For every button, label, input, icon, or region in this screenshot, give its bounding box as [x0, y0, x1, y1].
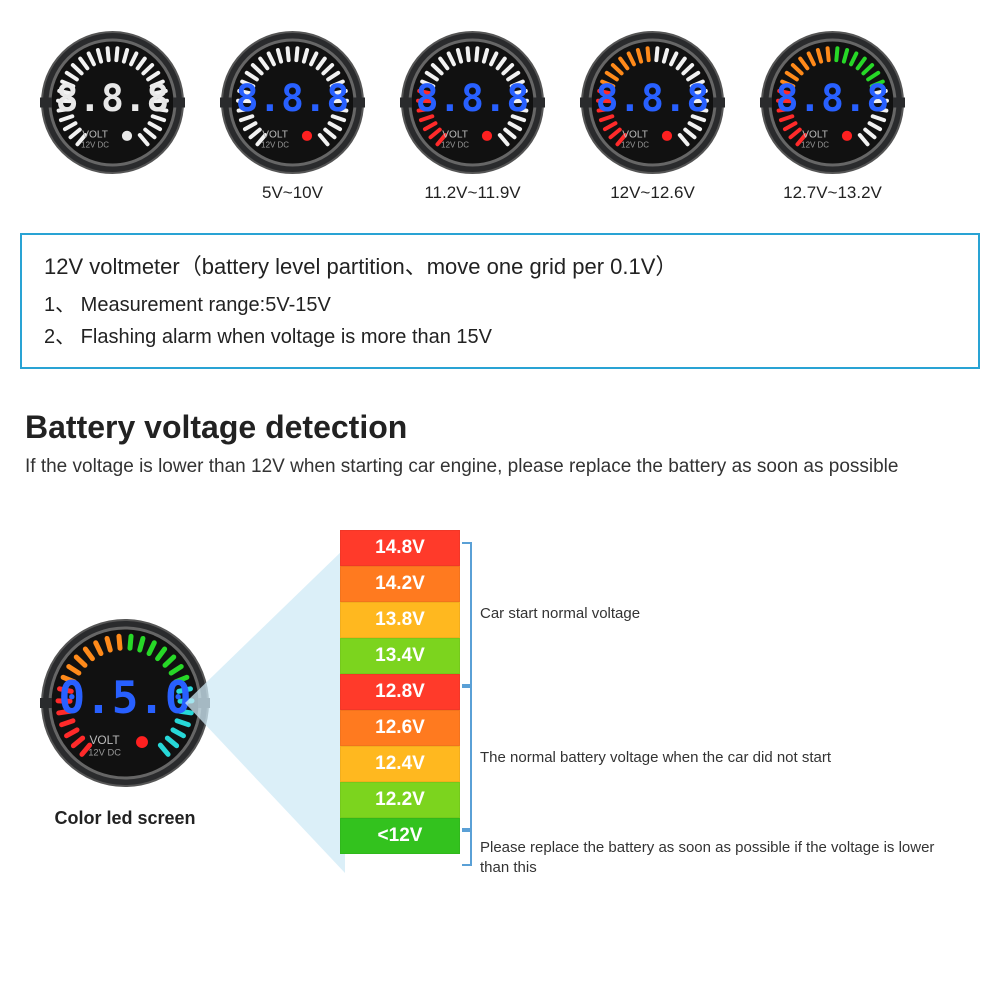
voltage-row: 12.6V	[340, 710, 460, 746]
svg-text:VOLT: VOLT	[802, 129, 828, 140]
gauge-icon: 8.8.8 VOLT12V DC	[580, 30, 725, 175]
bracket	[462, 686, 472, 830]
gauge-range-label: 12.7V~13.2V	[783, 183, 882, 203]
gauge-icon: 8.8.8 VOLT12V DC	[220, 30, 365, 175]
beam-graphic	[185, 548, 365, 888]
info-box: 12V voltmeter（battery level partition、mo…	[20, 233, 980, 369]
gauge-range-label: 11.2V~11.9V	[424, 183, 520, 203]
svg-text:12V DC: 12V DC	[261, 140, 289, 149]
gauge-range-label: 5V~10V	[262, 183, 323, 203]
svg-text:12V DC: 12V DC	[441, 140, 469, 149]
svg-text:12V DC: 12V DC	[81, 140, 109, 149]
svg-text:VOLT: VOLT	[442, 129, 468, 140]
voltage-row: 13.8V	[340, 602, 460, 638]
info-line-1: 1、 Measurement range:5V-15V	[44, 289, 956, 321]
voltage-row: 13.4V	[340, 638, 460, 674]
bottom-diagram: 0.5.0VOLT12V DC Color led screen 14.8V14…	[0, 518, 1000, 938]
voltage-row: 12.8V	[340, 674, 460, 710]
section-title: Battery voltage detection	[0, 399, 1000, 456]
gauge-item-4: 8.8.8 VOLT12V DC 12.7V~13.2V	[760, 30, 905, 203]
gauge-icon: 8.8.8 VOLT12V DC	[40, 30, 185, 175]
bracket	[462, 542, 472, 686]
gauge-item-2: 8.8.8 VOLT12V DC 11.2V~11.9V	[400, 30, 545, 203]
voltage-row: 12.4V	[340, 746, 460, 782]
svg-text:0.5.0: 0.5.0	[58, 673, 191, 724]
voltage-row: <12V	[340, 818, 460, 854]
svg-text:8.8.8: 8.8.8	[776, 76, 889, 120]
gauge-range-label: 12V~12.6V	[610, 183, 695, 203]
svg-text:8.8.8: 8.8.8	[596, 76, 709, 120]
svg-text:8.8.8: 8.8.8	[56, 76, 169, 120]
gauge-icon: 8.8.8 VOLT12V DC	[400, 30, 545, 175]
section-subtitle: If the voltage is lower than 12V when st…	[0, 456, 1000, 518]
gauge-icon: 8.8.8 VOLT12V DC	[760, 30, 905, 175]
info-line-2: 2、 Flashing alarm when voltage is more t…	[44, 321, 956, 353]
svg-text:12V DC: 12V DC	[88, 748, 121, 758]
voltage-row: 12.2V	[340, 782, 460, 818]
gauge-item-1: 8.8.8 VOLT12V DC 5V~10V	[220, 30, 365, 203]
svg-text:12V DC: 12V DC	[621, 140, 649, 149]
svg-text:8.8.8: 8.8.8	[236, 76, 349, 120]
svg-text:VOLT: VOLT	[90, 733, 120, 747]
voltage-group-label: The normal battery voltage when the car …	[480, 748, 950, 768]
info-title: 12V voltmeter（battery level partition、mo…	[44, 249, 956, 281]
svg-text:VOLT: VOLT	[622, 129, 648, 140]
voltage-group-label: Please replace the battery as soon as po…	[480, 838, 950, 877]
svg-text:8.8.8: 8.8.8	[416, 76, 529, 120]
gauge-item-3: 8.8.8 VOLT12V DC 12V~12.6V	[580, 30, 725, 203]
voltage-group-label: Car start normal voltage	[480, 604, 950, 624]
svg-text:VOLT: VOLT	[82, 129, 108, 140]
svg-text:12V DC: 12V DC	[801, 140, 829, 149]
voltage-row: 14.2V	[340, 566, 460, 602]
bracket	[462, 830, 472, 866]
gauge-item-0: 8.8.8 VOLT12V DC	[40, 30, 185, 203]
voltage-table: 14.8V14.2V13.8V13.4V12.8V12.6V12.4V12.2V…	[340, 530, 460, 854]
svg-text:VOLT: VOLT	[262, 129, 288, 140]
voltage-row: 14.8V	[340, 530, 460, 566]
